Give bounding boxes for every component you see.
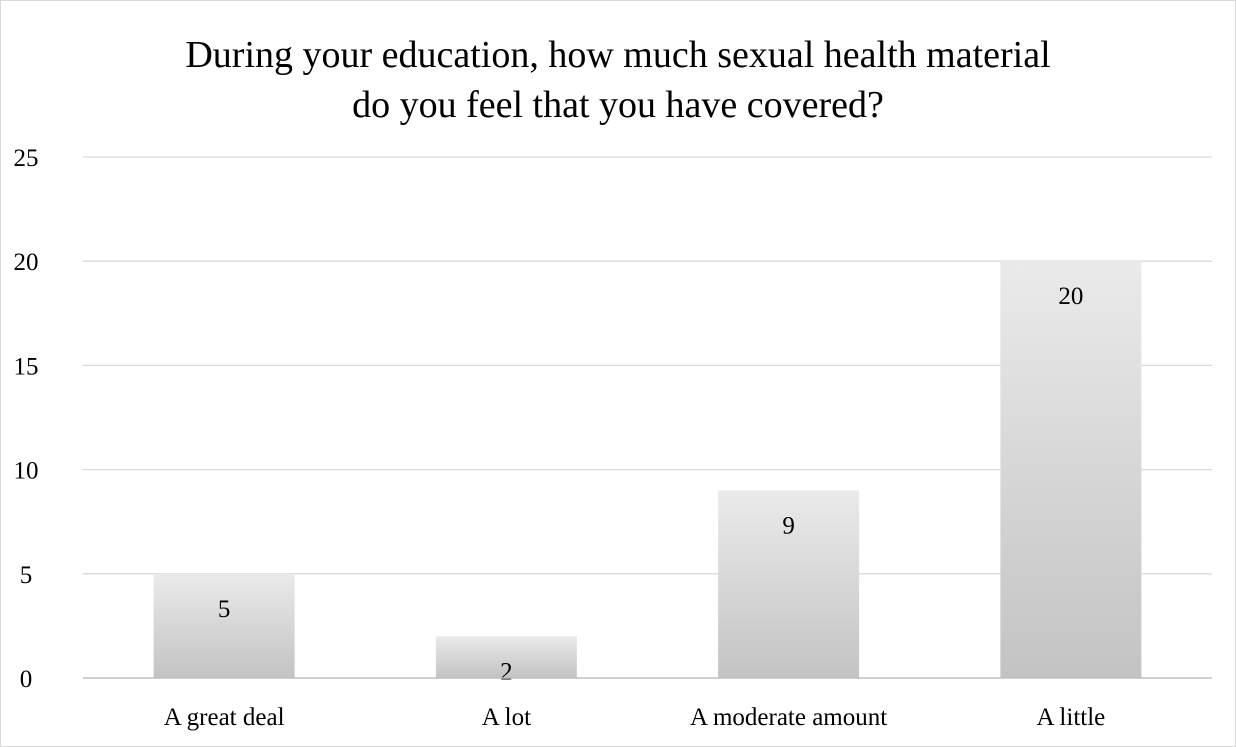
x-tick-label: A little	[1037, 704, 1106, 731]
x-tick-label: A great deal	[164, 704, 285, 731]
y-tick-label: 0	[20, 666, 33, 693]
bars	[153, 261, 1142, 678]
bar-3	[1000, 261, 1142, 678]
x-tick-label: A lot	[482, 704, 531, 731]
data-label: 20	[1058, 283, 1083, 310]
y-tick-label: 20	[14, 249, 39, 276]
chart-title-line-1: During your education, how much sexual h…	[185, 34, 1051, 76]
x-axis-ticks: A great deal A lot A moderate amount A litt…	[164, 704, 1106, 731]
y-tick-label: 15	[14, 353, 39, 380]
bar-1	[435, 636, 577, 678]
bar-2	[718, 490, 860, 678]
y-tick-label: 5	[20, 562, 33, 589]
bar-0	[153, 573, 295, 678]
data-label: 2	[500, 658, 513, 685]
chart-title: During your education, how much sexual h…	[0, 30, 1236, 130]
data-labels: 5 2 9 20	[218, 283, 1084, 685]
data-label: 5	[218, 596, 231, 623]
y-tick-label: 25	[14, 145, 39, 172]
chart-title-line-2: do you feel that you have covered?	[352, 84, 884, 126]
y-axis-ticks: 0 5 10 15 20 25	[14, 145, 39, 693]
y-tick-label: 10	[14, 458, 39, 485]
data-label: 9	[782, 512, 795, 539]
x-tick-label: A moderate amount	[690, 704, 887, 731]
